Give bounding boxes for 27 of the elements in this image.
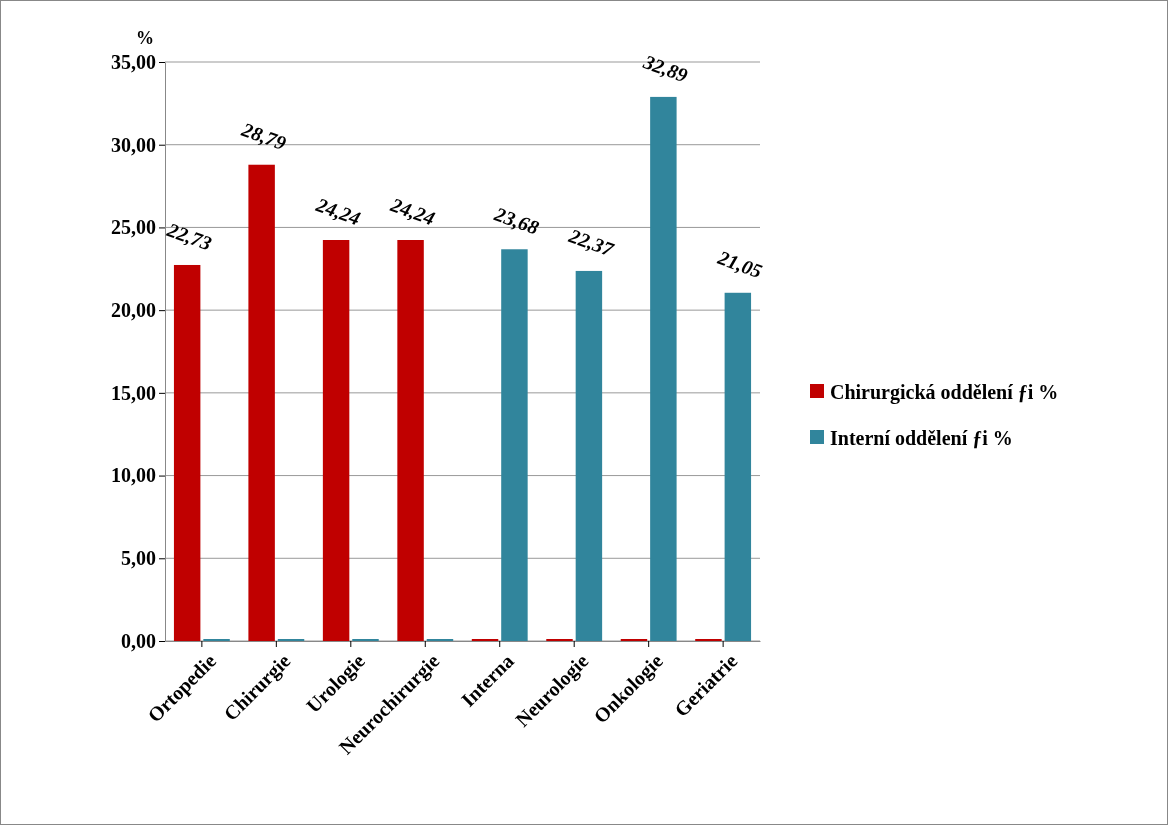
data-label: 24,24 [387,193,438,230]
data-label: 28,79 [238,117,289,155]
y-tick-label: 5,00 [121,547,156,570]
data-label: 24,24 [312,193,364,230]
bar [650,96,677,641]
data-label: 23,68 [490,202,542,239]
bar [575,270,603,641]
data-label: 21,05 [714,245,766,283]
y-tick-label: 0,00 [121,629,156,652]
bar [173,264,201,641]
y-tick-label: 20,00 [111,299,156,322]
bar [397,240,424,641]
y-tick-label: 10,00 [111,464,156,487]
bar [501,249,528,641]
y-tick-label: 15,00 [111,381,156,404]
bar [248,164,275,641]
data-label: 22,73 [163,218,215,255]
legend-label: Interní oddělení ƒi % [830,427,1013,449]
data-label: 32,89 [639,49,691,87]
legend-label: Chirurgická oddělení ƒi % [830,381,1059,404]
y-tick-label: 25,00 [111,216,156,239]
y-tick-label: 30,00 [111,133,156,156]
bar [724,292,752,641]
bar [322,240,350,641]
y-tick-label: 35,00 [111,50,156,73]
data-label: 22,37 [565,223,618,261]
y-axis-title: % [136,28,154,48]
